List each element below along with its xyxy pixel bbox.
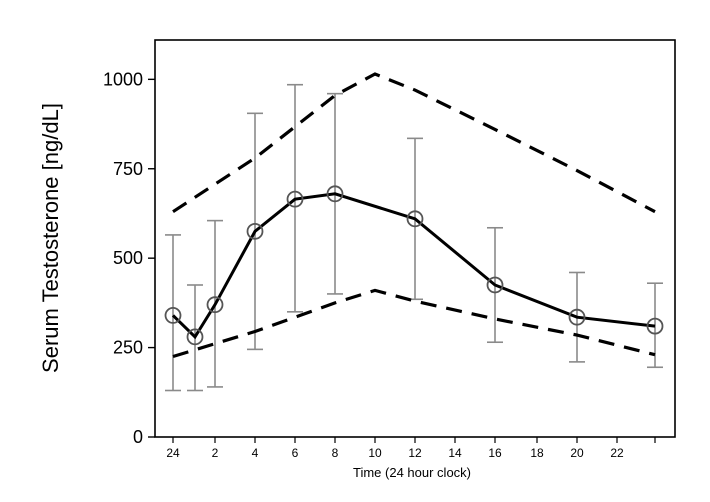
x-tick-label: 2: [212, 446, 219, 460]
x-tick-label: 6: [292, 446, 299, 460]
x-tick-label: 18: [530, 446, 544, 460]
error-bars-group: [165, 83, 663, 392]
y-tick-label: 500: [113, 248, 143, 268]
bound-lines-group: [172, 72, 656, 359]
mean-line: [171, 192, 656, 340]
y-tick-label: 750: [113, 159, 143, 179]
mean-point: [568, 308, 586, 326]
mean-point: [486, 276, 504, 294]
lower-bound-dashed-line: [172, 288, 656, 359]
mean-point: [206, 296, 224, 314]
mean-series-group: [164, 185, 664, 346]
x-tick-label: 8: [332, 446, 339, 460]
mean-point: [286, 190, 304, 208]
mean-point: [646, 317, 664, 335]
x-tick-label: 16: [488, 446, 502, 460]
mean-point: [164, 306, 182, 324]
x-axis-title: Time (24 hour clock): [353, 465, 471, 480]
y-axis-title: Serum Testosterone [ng/dL]: [38, 103, 63, 373]
x-tick-label: 14: [448, 446, 462, 460]
mean-point: [186, 328, 204, 346]
y-tick-label: 1000: [103, 69, 143, 89]
x-tick-label: 12: [408, 446, 422, 460]
y-tick-label: 250: [113, 338, 143, 358]
upper-bound-dashed-line: [172, 72, 656, 214]
x-tick-label: 4: [252, 446, 259, 460]
x-tick-label: 22: [610, 446, 624, 460]
x-tick-label: 20: [570, 446, 584, 460]
mean-point: [406, 210, 424, 228]
x-tick-label: 24: [166, 446, 180, 460]
x-tick-label: 10: [368, 446, 382, 460]
mean-point: [246, 222, 264, 240]
y-tick-label: 0: [133, 427, 143, 447]
mean-point: [326, 185, 344, 203]
